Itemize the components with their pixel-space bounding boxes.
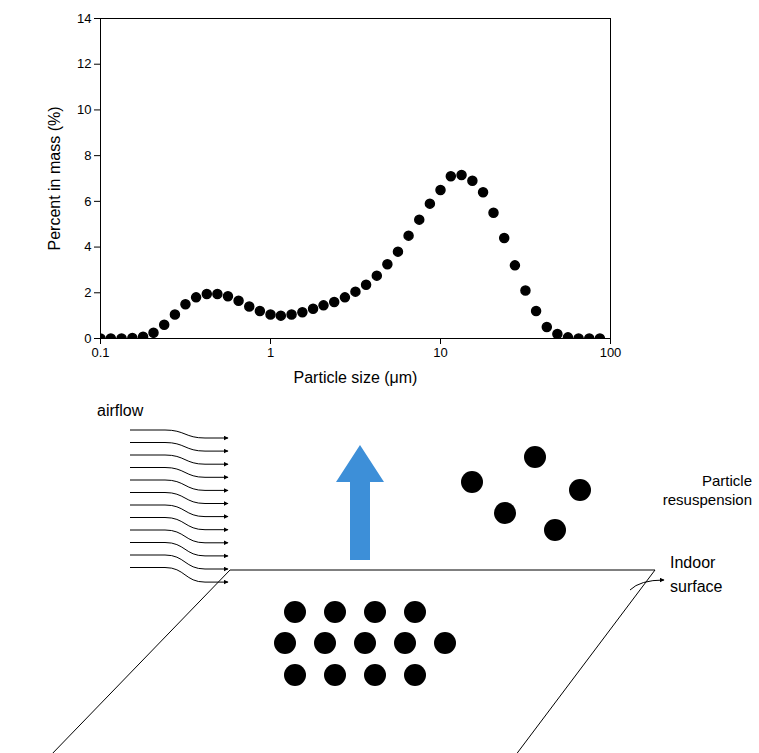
svg-text:surface: surface (670, 578, 723, 595)
svg-text:resuspension: resuspension (663, 491, 752, 508)
svg-text:Particle size (μm): Particle size (μm) (294, 369, 418, 386)
svg-text:Particle: Particle (702, 472, 752, 489)
svg-text:Percent in mass (%): Percent in mass (%) (46, 106, 63, 250)
svg-text:0: 0 (84, 331, 91, 346)
svg-text:100: 100 (600, 345, 622, 360)
svg-text:14: 14 (77, 11, 91, 26)
svg-text:12: 12 (77, 56, 91, 71)
svg-text:8: 8 (84, 148, 91, 163)
svg-text:airflow: airflow (97, 402, 144, 419)
svg-text:0.1: 0.1 (91, 345, 109, 360)
svg-text:6: 6 (84, 194, 91, 209)
svg-text:4: 4 (84, 239, 91, 254)
svg-text:2: 2 (84, 285, 91, 300)
svg-text:10: 10 (77, 102, 91, 117)
svg-text:1: 1 (267, 345, 274, 360)
svg-text:Indoor: Indoor (670, 554, 716, 571)
svg-text:10: 10 (433, 345, 447, 360)
